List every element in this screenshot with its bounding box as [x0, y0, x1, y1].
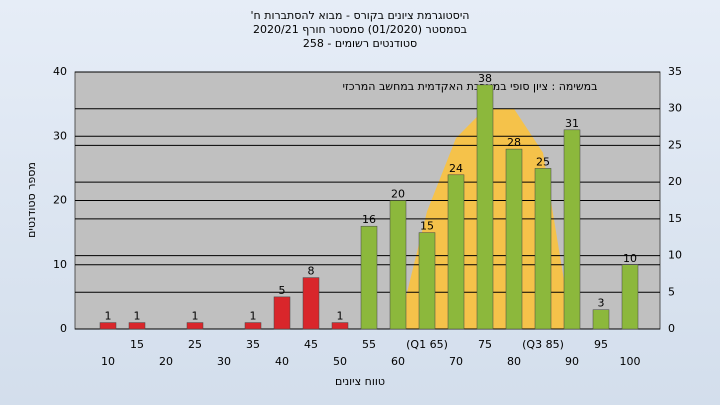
x-tick-label: (Q3 85) — [522, 338, 564, 351]
x-tick-label: 80 — [507, 355, 521, 368]
x-tick-label: 40 — [275, 355, 289, 368]
y2-tick-label: 30 — [668, 102, 682, 115]
data-label: 28 — [507, 136, 521, 149]
y2-tick-label: 10 — [668, 249, 682, 262]
chart-title: היסטוגרמת ציונים בקורס - מבוא להסתברות ח… — [251, 9, 470, 22]
data-label: 3 — [598, 297, 605, 310]
bar — [447, 174, 465, 330]
x-tick-label: 75 — [478, 338, 492, 351]
bar — [418, 232, 436, 330]
x-tick-label: 30 — [217, 355, 231, 368]
bar — [563, 129, 581, 330]
y-tick-label: 30 — [53, 129, 67, 142]
y2-tick-label: 15 — [668, 212, 682, 225]
x-tick-label: 95 — [594, 338, 608, 351]
bar — [505, 148, 523, 330]
x-tick-label: 70 — [449, 355, 463, 368]
x-axis-label: טווח ציונים — [335, 375, 385, 388]
bar — [186, 322, 204, 330]
annotation: במשימה : ציון סופי במערכת האקדמית במחשב … — [343, 80, 598, 93]
y-axis-label: מספר סטודנטים — [25, 162, 38, 238]
data-label: 1 — [105, 310, 112, 323]
data-label: 24 — [449, 162, 463, 175]
data-label: 1 — [192, 310, 199, 323]
y-tick-label: 0 — [60, 322, 67, 335]
x-tick-label: 35 — [246, 338, 260, 351]
y2-tick-label: 20 — [668, 175, 682, 188]
bar — [244, 322, 262, 330]
data-label: 1 — [337, 310, 344, 323]
bar — [592, 309, 610, 330]
bar — [476, 84, 494, 330]
data-label: 5 — [279, 284, 286, 297]
x-tick-label: 100 — [620, 355, 641, 368]
bar — [99, 322, 117, 330]
bar — [389, 200, 407, 330]
data-label: 1 — [250, 310, 257, 323]
bar — [331, 322, 349, 330]
x-tick-label: 25 — [188, 338, 202, 351]
x-tick-label: 45 — [304, 338, 318, 351]
data-label: 16 — [362, 213, 376, 226]
data-label: 25 — [536, 155, 550, 168]
chart-subtitle: סטודנטים רשומים - 258 — [303, 37, 417, 50]
bar — [534, 168, 552, 330]
chart-subtitle: בסמסטר (01/2020) סמסטר חורף 2020/21 — [253, 23, 467, 36]
bar — [302, 277, 320, 330]
y2-tick-label: 25 — [668, 138, 682, 151]
data-label: 1 — [134, 310, 141, 323]
y2-tick-label: 0 — [668, 322, 675, 335]
x-tick-label: 60 — [391, 355, 405, 368]
y-tick-label: 20 — [53, 194, 67, 207]
x-tick-label: 55 — [362, 338, 376, 351]
x-tick-label: 90 — [565, 355, 579, 368]
x-tick-label: 15 — [130, 338, 144, 351]
bar — [360, 225, 378, 330]
x-tick-label: 50 — [333, 355, 347, 368]
y2-tick-label: 5 — [668, 285, 675, 298]
data-label: 20 — [391, 188, 405, 201]
data-label: 15 — [420, 220, 434, 233]
data-label: 38 — [478, 72, 492, 85]
y-tick-label: 40 — [53, 65, 67, 78]
x-tick-label: 20 — [159, 355, 173, 368]
data-label: 10 — [623, 252, 637, 265]
data-label: 31 — [565, 117, 579, 130]
data-label: 8 — [308, 265, 315, 278]
bar — [128, 322, 146, 330]
x-tick-label: (Q1 65) — [406, 338, 448, 351]
bar — [273, 296, 291, 330]
x-tick-label: 10 — [101, 355, 115, 368]
y-tick-label: 10 — [53, 258, 67, 271]
y2-tick-label: 35 — [668, 65, 682, 78]
bar — [621, 264, 639, 330]
